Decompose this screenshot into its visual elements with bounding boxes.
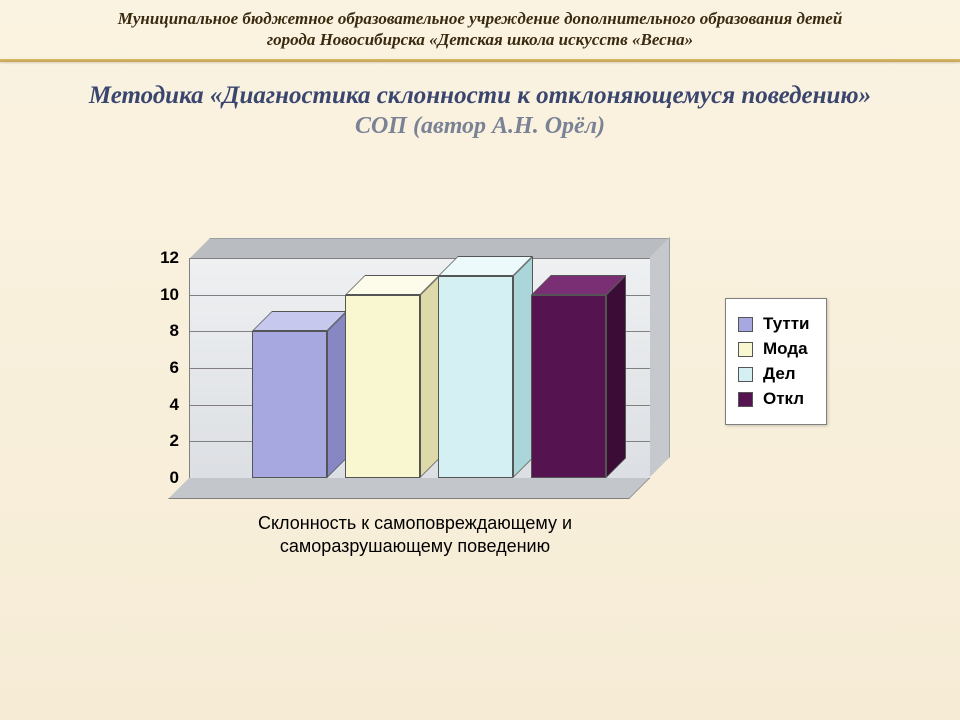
legend-row: Дел: [738, 364, 810, 384]
title-line2: СОП (автор А.Н. Орёл): [30, 113, 930, 140]
institution-header: Муниципальное бюджетное образовательное …: [0, 0, 960, 57]
bar-side: [513, 256, 533, 478]
y-tick-label: 0: [149, 468, 179, 488]
title-block: Методика «Диагностика склонности к откло…: [0, 80, 960, 140]
header-line1: Муниципальное бюджетное образовательное …: [20, 8, 940, 29]
bar-Дел: [438, 276, 513, 478]
chart-back-wall: [189, 238, 670, 259]
chart-side-wall: [649, 237, 670, 478]
bar-side: [606, 275, 626, 478]
y-tick-label: 6: [149, 358, 179, 378]
legend-swatch: [738, 392, 753, 407]
bar-Мода: [345, 295, 420, 478]
y-tick-label: 4: [149, 395, 179, 415]
bar-front: [438, 276, 513, 478]
legend-swatch: [738, 342, 753, 357]
header-line2: города Новосибирска «Детская школа искус…: [20, 29, 940, 50]
legend-swatch: [738, 367, 753, 382]
legend-row: Мода: [738, 339, 810, 359]
legend-row: Тутти: [738, 314, 810, 334]
title-line1: Методика «Диагностика склонности к откло…: [30, 80, 930, 111]
bar-Откл: [531, 295, 606, 478]
legend-label: Откл: [763, 389, 804, 409]
bars-layer: [189, 258, 649, 478]
x-axis-label-line2: саморазрушающему поведению: [280, 536, 550, 556]
legend-label: Тутти: [763, 314, 810, 334]
header-divider: [0, 59, 960, 62]
legend: Тутти Мода Дел Откл: [725, 298, 827, 425]
legend-swatch: [738, 317, 753, 332]
bar-front: [252, 331, 327, 478]
bar-side: [420, 275, 440, 478]
legend-row: Откл: [738, 389, 810, 409]
y-tick-label: 2: [149, 431, 179, 451]
bar-side: [327, 311, 347, 478]
chart: 024681012 Склонность к самоповреждающему…: [155, 258, 895, 498]
y-tick-label: 12: [149, 248, 179, 268]
chart-floor: [168, 478, 650, 499]
bar-front: [531, 295, 606, 478]
x-axis-label: Склонность к самоповреждающему и самораз…: [155, 512, 675, 559]
legend-label: Дел: [763, 364, 796, 384]
legend-label: Мода: [763, 339, 808, 359]
plot-frame: 024681012: [155, 258, 675, 498]
y-tick-label: 8: [149, 321, 179, 341]
x-axis-label-line1: Склонность к самоповреждающему и: [258, 513, 572, 533]
y-tick-label: 10: [149, 285, 179, 305]
bar-front: [345, 295, 420, 478]
bar-Тутти: [252, 331, 327, 478]
